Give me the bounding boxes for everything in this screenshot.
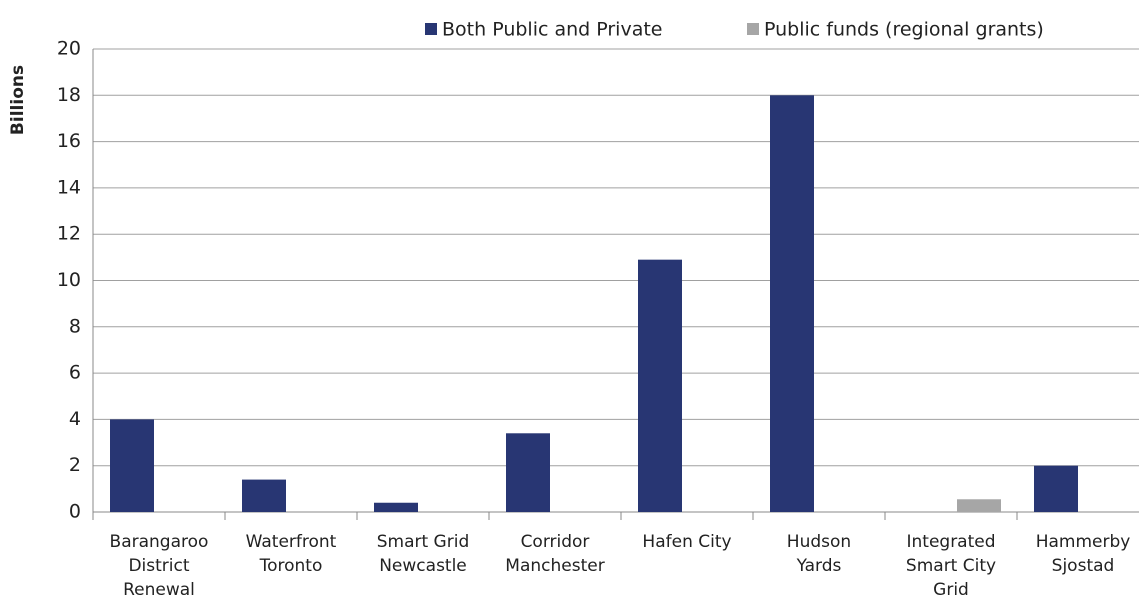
x-tick-label: District xyxy=(128,556,189,576)
legend-swatch xyxy=(425,23,437,35)
bar xyxy=(506,433,550,512)
y-tick-label: 18 xyxy=(57,84,81,106)
y-tick-label: 0 xyxy=(69,501,81,523)
x-tick-label: Hudson xyxy=(787,532,851,552)
x-tick-label: Grid xyxy=(933,580,969,598)
x-tick-label: Integrated xyxy=(906,532,995,552)
y-tick-label: 16 xyxy=(57,130,81,152)
y-tick-label: 4 xyxy=(69,408,81,430)
x-tick-label: Newcastle xyxy=(379,556,467,576)
legend-swatch xyxy=(747,23,759,35)
legend-label: Both Public and Private xyxy=(442,19,663,41)
bar xyxy=(638,259,682,512)
y-axis-label: Billions xyxy=(8,65,28,135)
y-tick-label: 6 xyxy=(69,362,81,384)
x-tick-label: Smart City xyxy=(906,556,996,576)
y-tick-label: 14 xyxy=(57,176,81,198)
bar xyxy=(374,502,418,512)
x-tick-label: Smart Grid xyxy=(377,532,470,552)
x-tick-label: Toronto xyxy=(259,556,323,576)
y-tick-label: 8 xyxy=(69,315,81,337)
x-tick-label: Yards xyxy=(796,556,842,576)
x-tick-label: Barangaroo xyxy=(110,532,209,552)
bar xyxy=(110,419,154,512)
bar xyxy=(1034,465,1078,512)
y-tick-label: 10 xyxy=(57,269,81,291)
bar xyxy=(242,479,286,512)
bar xyxy=(957,499,1001,512)
x-tick-label: Hafen City xyxy=(642,532,731,552)
y-tick-label: 20 xyxy=(57,38,81,60)
x-tick-label: Manchester xyxy=(505,556,604,576)
x-tick-label: Waterfront xyxy=(246,532,337,552)
y-tick-label: 2 xyxy=(69,454,81,476)
x-tick-label: Corridor xyxy=(521,532,590,552)
x-tick-label: Sjostad xyxy=(1052,556,1115,576)
x-tick-label: Renewal xyxy=(123,580,195,598)
bar xyxy=(770,95,814,513)
y-tick-label: 12 xyxy=(57,223,81,245)
legend-label: Public funds (regional grants) xyxy=(764,19,1044,41)
x-tick-label: Hammerby xyxy=(1036,532,1131,552)
